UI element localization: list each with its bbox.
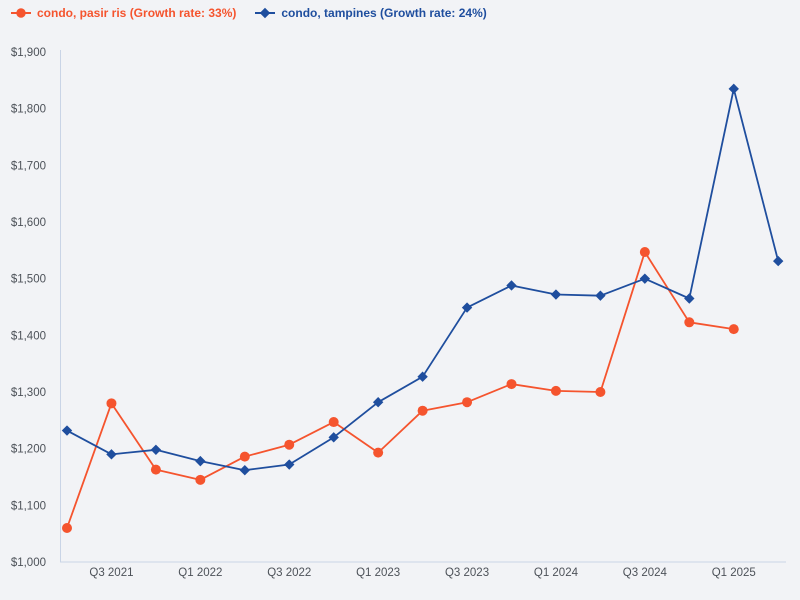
x-tick-label: Q3 2023 <box>445 567 489 579</box>
diamond-series-marker-icon <box>255 7 276 19</box>
data-point-circle <box>728 324 739 335</box>
y-tick-label: $1,200 <box>11 444 46 456</box>
data-point-diamond <box>239 465 250 476</box>
x-tick-label: Q1 2022 <box>178 567 222 579</box>
data-point-circle <box>684 317 695 328</box>
y-tick-label: $1,100 <box>11 500 46 512</box>
legend-item-condo-tampines[interactable]: condo, tampines (Growth rate: 24%) <box>254 6 487 20</box>
data-point-circle <box>328 417 339 428</box>
y-tick-label: $1,500 <box>11 274 46 286</box>
data-point-diamond <box>372 397 384 408</box>
data-point-circle <box>550 385 561 396</box>
data-point-diamond <box>639 273 651 284</box>
y-tick-label: $1,600 <box>11 217 46 229</box>
legend: condo, pasir ris (Growth rate: 33%) cond… <box>10 6 487 20</box>
data-point-diamond <box>550 289 562 300</box>
x-tick-label: Q1 2024 <box>534 567 579 579</box>
data-point-circle <box>239 451 250 462</box>
data-point-circle <box>284 439 295 450</box>
x-tick-label: Q3 2022 <box>267 567 311 579</box>
data-point-circle <box>506 379 517 390</box>
y-tick-label: $1,700 <box>11 160 46 172</box>
y-tick-label: $1,000 <box>11 557 46 569</box>
data-point-diamond <box>461 302 473 313</box>
data-point-circle <box>462 397 473 408</box>
series-line-condo-pasir-ris <box>66 251 735 529</box>
circle-series-marker-icon <box>11 8 31 18</box>
data-point-circle <box>106 398 117 409</box>
data-point-circle <box>595 387 606 397</box>
x-tick-label: Q3 2024 <box>623 567 668 579</box>
data-point-diamond <box>417 371 428 382</box>
y-tick-label: $1,300 <box>11 387 46 399</box>
legend-label-tampines: condo, tampines (Growth rate: 24%) <box>281 6 487 20</box>
x-tick-label: Q1 2025 <box>712 567 756 579</box>
data-point-diamond <box>150 444 162 455</box>
legend-item-condo-pasir-ris[interactable]: condo, pasir ris (Growth rate: 33%) <box>10 6 236 20</box>
y-tick-label: $1,400 <box>11 330 46 342</box>
axis-lines <box>60 50 786 563</box>
data-point-diamond <box>595 290 606 301</box>
y-tick-label: $1,800 <box>11 104 46 116</box>
data-point-circle <box>62 523 72 533</box>
data-point-diamond <box>106 449 117 460</box>
data-point-circle <box>639 247 650 258</box>
y-tick-label: $1,900 <box>11 47 46 59</box>
data-point-circle <box>373 447 384 458</box>
data-point-diamond <box>684 293 695 304</box>
data-point-diamond <box>195 455 206 467</box>
data-point-diamond <box>728 83 739 95</box>
data-point-diamond <box>506 280 517 291</box>
data-point-circle <box>417 405 428 416</box>
data-point-diamond <box>284 459 295 470</box>
legend-label-pasir-ris: condo, pasir ris (Growth rate: 33%) <box>37 6 237 20</box>
data-point-diamond <box>61 425 73 436</box>
x-tick-label: Q3 2021 <box>89 567 133 579</box>
data-point-diamond <box>773 255 784 267</box>
x-tick-label: Q1 2023 <box>356 567 400 579</box>
data-point-circle <box>150 464 161 475</box>
data-point-circle <box>195 474 206 485</box>
data-point-diamond <box>328 432 339 443</box>
